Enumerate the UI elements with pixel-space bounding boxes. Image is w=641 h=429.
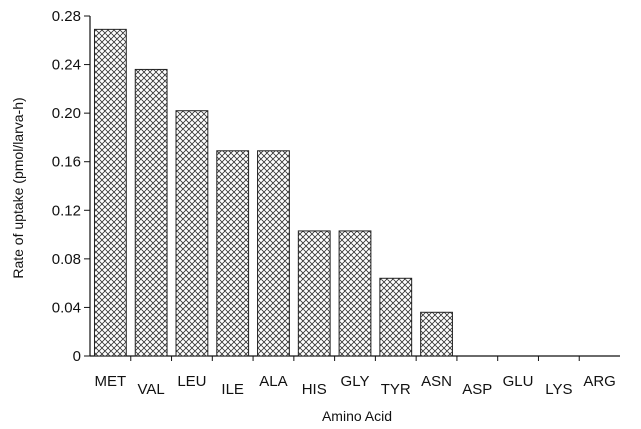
x-tick-label: MET: [95, 373, 127, 390]
x-tick-label: ARG: [583, 373, 616, 390]
x-tick-label: HIS: [302, 381, 327, 398]
y-tick-label: 0.12: [52, 202, 81, 219]
bar-gly: [338, 230, 372, 357]
x-tick-label: ASN: [421, 373, 452, 390]
bar-val: [134, 68, 168, 357]
y-tick-label: 0.20: [52, 105, 81, 122]
y-tick-label: 0.24: [52, 57, 81, 74]
x-tick-label: TYR: [381, 381, 411, 398]
bar-tyr: [379, 277, 413, 357]
x-axis-label: Amino Acid: [322, 408, 392, 424]
bar-ala: [257, 150, 290, 357]
y-tick-label: 0.04: [52, 299, 81, 316]
x-tick-label: VAL: [138, 381, 165, 398]
y-tick-label: 0.28: [52, 8, 81, 25]
x-tick-label: ILE: [221, 381, 244, 398]
y-tick-label: 0: [73, 348, 81, 365]
bar-asn: [420, 311, 453, 357]
y-tick-label: 0.08: [52, 251, 81, 268]
x-tick-label: LEU: [177, 373, 206, 390]
x-tick-label: ASP: [462, 381, 492, 398]
bar-ile: [216, 150, 250, 357]
plot-area: 0 0.04 0.08 0.12 0.16 0.20 0.24 0.28 MET VAL LEU IL…: [52, 8, 620, 398]
bar-met: [93, 28, 127, 357]
x-tick-label: LYS: [545, 381, 572, 398]
y-axis-label: Rate of uptake (pmol/larva-h): [10, 97, 26, 278]
bar-leu: [175, 110, 209, 357]
bar-his: [297, 230, 331, 357]
y-tick-label: 0.16: [52, 154, 81, 171]
x-tick-label: ALA: [259, 373, 287, 390]
x-tick-label: GLU: [503, 373, 534, 390]
x-tick-label: GLY: [341, 373, 370, 390]
